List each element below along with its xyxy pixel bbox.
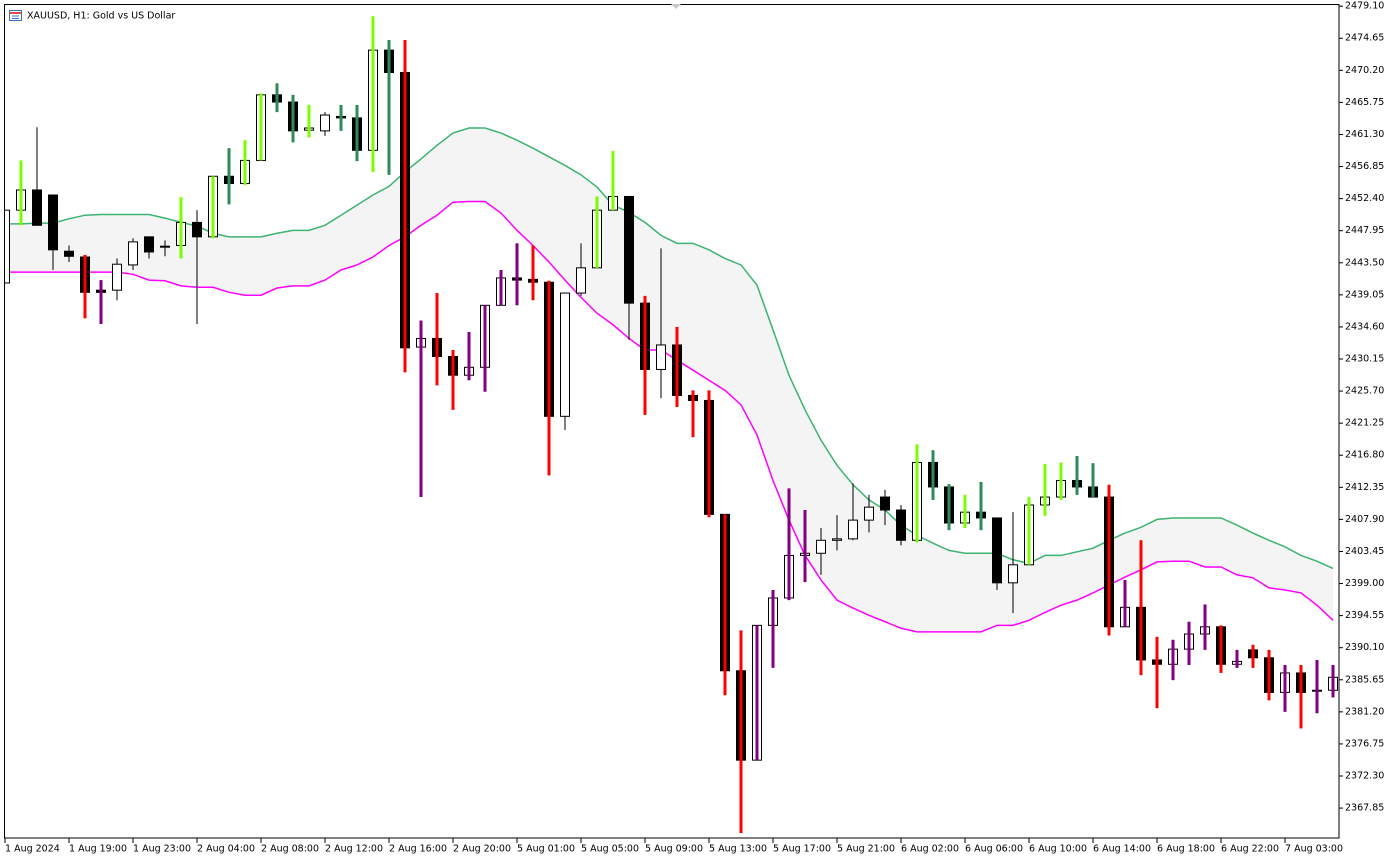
y-tick-label: 2465.75 — [1345, 97, 1384, 108]
y-tick-label: 2394.55 — [1345, 610, 1384, 621]
symbol-icon — [9, 10, 22, 21]
x-tick-label: 5 Aug 09:00 — [645, 844, 703, 855]
candle-body — [880, 496, 890, 511]
y-tick-label: 2439.05 — [1345, 289, 1384, 300]
candle-body — [192, 221, 202, 238]
shift-marker — [671, 4, 681, 9]
y-tick-label: 2367.85 — [1345, 803, 1384, 814]
y-tick-label: 2385.65 — [1345, 674, 1384, 685]
x-tick-label: 1 Aug 2024 — [5, 844, 60, 855]
candle-body — [576, 267, 586, 294]
y-tick-label: 2416.80 — [1345, 450, 1384, 461]
candle-body — [48, 194, 58, 251]
y-tick-label: 2430.15 — [1345, 354, 1384, 365]
x-tick-label: 1 Aug 19:00 — [69, 844, 127, 855]
x-tick-label: 5 Aug 21:00 — [837, 844, 895, 855]
x-tick-label: 6 Aug 18:00 — [1157, 844, 1215, 855]
candle-body — [1008, 564, 1018, 584]
x-tick-label: 5 Aug 01:00 — [517, 844, 575, 855]
y-tick-label: 2372.30 — [1345, 771, 1384, 782]
y-tick-label: 2434.60 — [1345, 321, 1384, 332]
y-tick-label: 2443.50 — [1345, 257, 1384, 268]
x-tick-label: 6 Aug 22:00 — [1221, 844, 1279, 855]
candle-body — [656, 344, 666, 370]
y-tick-label: 2399.00 — [1345, 578, 1384, 589]
candle-body — [816, 539, 826, 554]
y-tick-label: 2412.35 — [1345, 482, 1384, 493]
x-tick-label: 2 Aug 12:00 — [325, 844, 383, 855]
candle-body — [848, 519, 858, 540]
y-tick-label: 2452.40 — [1345, 193, 1384, 204]
x-tick-label: 5 Aug 17:00 — [773, 844, 831, 855]
x-tick-label: 6 Aug 14:00 — [1093, 844, 1151, 855]
candle-body — [992, 517, 1002, 584]
candle-body — [896, 509, 906, 541]
x-tick-label: 6 Aug 10:00 — [1029, 844, 1087, 855]
candle-body — [112, 263, 122, 291]
y-tick-label: 2474.65 — [1345, 33, 1384, 44]
y-tick-label: 2470.20 — [1345, 65, 1384, 76]
candle-body — [160, 245, 170, 248]
candle-body — [128, 241, 138, 266]
y-tick-label: 2403.45 — [1345, 546, 1384, 557]
x-tick-label: 2 Aug 16:00 — [389, 844, 447, 855]
y-tick-label: 2447.95 — [1345, 225, 1384, 236]
y-tick-label: 2456.85 — [1345, 161, 1384, 172]
y-tick-label: 2479.10 — [1345, 1, 1384, 12]
chart-title: XAUUSD, H1: Gold vs US Dollar — [27, 11, 175, 22]
x-tick-label: 6 Aug 02:00 — [901, 844, 959, 855]
candle-body — [64, 250, 74, 257]
x-tick-label: 2 Aug 04:00 — [197, 844, 255, 855]
y-tick-label: 2381.20 — [1345, 706, 1384, 717]
plot-area — [4, 16, 1338, 833]
x-tick-label: 5 Aug 05:00 — [581, 844, 639, 855]
y-tick-label: 2376.75 — [1345, 738, 1384, 749]
candle-body — [832, 538, 842, 541]
x-tick-label: 1 Aug 23:00 — [133, 844, 191, 855]
y-tick-label: 2421.25 — [1345, 418, 1384, 429]
x-tick-label: 2 Aug 20:00 — [453, 844, 511, 855]
x-tick-label: 6 Aug 06:00 — [965, 844, 1023, 855]
candle-body — [32, 189, 42, 226]
band-fill — [5, 127, 1333, 632]
y-tick-label: 2407.90 — [1345, 514, 1384, 525]
x-tick-label: 7 Aug 03:00 — [1285, 844, 1343, 855]
y-tick-label: 2461.30 — [1345, 129, 1384, 140]
candle-body — [320, 114, 330, 132]
x-tick-label: 5 Aug 13:00 — [709, 844, 767, 855]
y-tick-label: 2390.10 — [1345, 642, 1384, 653]
candle-body — [144, 236, 154, 253]
candle-body — [624, 195, 634, 304]
candle-body — [560, 292, 570, 417]
candle-body — [864, 506, 874, 521]
y-tick-label: 2425.70 — [1345, 386, 1384, 397]
x-tick-label: 2 Aug 08:00 — [261, 844, 319, 855]
